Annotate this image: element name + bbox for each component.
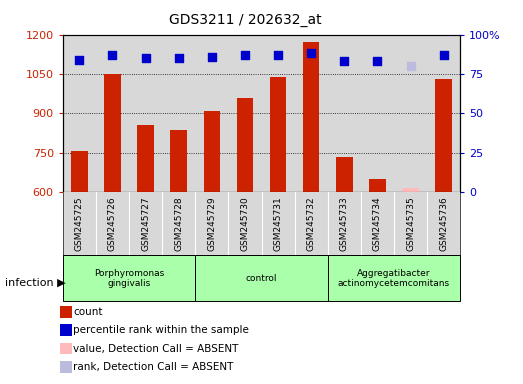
Point [373,58,382,65]
Bar [336,157,353,192]
Text: GSM245736: GSM245736 [439,196,448,251]
Bar [435,79,452,192]
Text: GSM245728: GSM245728 [174,196,183,251]
Bar [104,74,121,192]
Text: GSM245732: GSM245732 [306,196,316,251]
Text: GSM245727: GSM245727 [141,196,150,251]
Text: GSM245729: GSM245729 [207,196,217,251]
Point [75,57,84,63]
Bar [71,151,87,192]
Point [307,50,315,56]
Bar [63,255,195,301]
Bar [170,130,187,192]
Text: infection ▶: infection ▶ [5,277,66,287]
Text: rank, Detection Call = ABSENT: rank, Detection Call = ABSENT [73,362,234,372]
Bar [195,255,328,301]
Text: GSM245731: GSM245731 [274,196,282,251]
Text: percentile rank within the sample: percentile rank within the sample [73,325,249,335]
Bar [328,255,460,301]
Point [141,55,150,61]
Bar [203,111,220,192]
Bar [402,188,419,192]
Text: GSM245734: GSM245734 [373,196,382,251]
Point [274,52,282,58]
Point [241,52,249,58]
Point [439,52,448,58]
Text: GSM245730: GSM245730 [241,196,249,251]
Text: GSM245725: GSM245725 [75,196,84,251]
Text: control: control [246,274,277,283]
Text: GSM245726: GSM245726 [108,196,117,251]
Text: GSM245733: GSM245733 [340,196,349,251]
Text: Porphyromonas
gingivalis: Porphyromonas gingivalis [94,269,164,288]
Bar [236,98,253,192]
Point [108,52,117,58]
Text: Aggregatibacter
actinomycetemcomitans: Aggregatibacter actinomycetemcomitans [338,269,450,288]
Point [340,58,348,65]
Bar [303,43,320,192]
Point [208,53,216,60]
Text: value, Detection Call = ABSENT: value, Detection Call = ABSENT [73,344,238,354]
Point [175,55,183,61]
Point [406,63,415,69]
Text: count: count [73,307,103,317]
Bar [137,125,154,192]
Bar [270,76,287,192]
Text: GSM245735: GSM245735 [406,196,415,251]
Text: GDS3211 / 202632_at: GDS3211 / 202632_at [169,13,322,27]
Bar [369,179,385,192]
